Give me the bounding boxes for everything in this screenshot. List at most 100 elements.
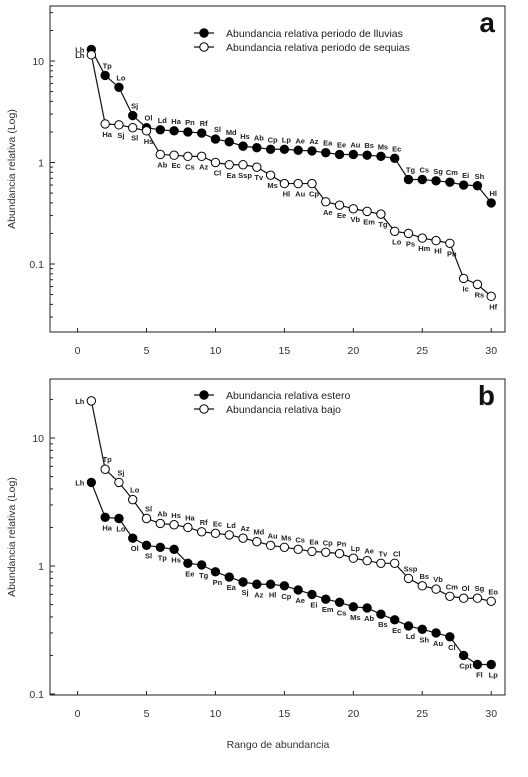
data-point xyxy=(293,585,303,595)
point-label: Hl xyxy=(434,247,442,256)
data-point xyxy=(114,120,124,130)
data-point xyxy=(376,209,386,219)
point-label: Cp xyxy=(281,592,291,601)
data-point xyxy=(100,512,110,523)
point-label: Ec xyxy=(392,144,401,153)
data-point xyxy=(210,134,221,144)
point-label: Ec xyxy=(392,626,401,635)
data-point xyxy=(265,579,276,589)
data-point xyxy=(389,615,400,625)
data-point xyxy=(472,181,483,191)
point-label: Eo xyxy=(488,587,498,596)
legend-marker xyxy=(199,42,209,52)
data-point xyxy=(307,546,317,557)
x-tick-label: 5 xyxy=(144,345,150,357)
point-label: Ae xyxy=(323,208,333,217)
point-label: Ssp xyxy=(238,171,252,180)
data-point xyxy=(321,594,331,604)
x-tick-label: 30 xyxy=(485,708,497,720)
data-point xyxy=(376,558,386,568)
data-point xyxy=(100,119,110,129)
x-tick-label: 15 xyxy=(279,345,291,357)
point-label: Lh xyxy=(75,397,85,406)
data-point xyxy=(417,624,427,635)
point-label: Cm xyxy=(446,582,458,591)
data-point xyxy=(376,151,386,162)
y-axis-title: Abundancia relativa (Log) xyxy=(6,477,18,597)
point-label: Ee xyxy=(185,569,194,578)
point-label: Az xyxy=(240,524,249,533)
data-point xyxy=(348,204,359,214)
data-point xyxy=(100,464,110,474)
data-point xyxy=(403,174,414,185)
data-point xyxy=(196,560,207,570)
point-label: Au xyxy=(295,190,305,199)
point-label: Hm xyxy=(418,244,430,253)
point-label: Lh xyxy=(75,45,85,54)
data-point xyxy=(472,593,483,603)
point-label: Ha xyxy=(102,130,112,139)
panel-b: 0 5 10 15 20 25 30 10 1 0.1 Abundancia relativa (L… xyxy=(6,378,506,720)
data-point xyxy=(238,533,248,543)
point-label: Cl xyxy=(393,549,401,558)
data-point xyxy=(155,125,166,135)
series-line-filled xyxy=(90,49,492,204)
data-point xyxy=(114,513,124,524)
point-label: Ic xyxy=(463,284,469,293)
point-label: Sl xyxy=(131,134,138,143)
data-point xyxy=(362,603,372,613)
data-point xyxy=(279,542,290,552)
point-label: Ab xyxy=(364,614,374,623)
point-label: Rf xyxy=(200,518,208,527)
point-label: Tp xyxy=(103,61,113,70)
data-point xyxy=(265,170,276,180)
data-point xyxy=(183,127,193,137)
data-point xyxy=(86,50,97,60)
point-label: Sg xyxy=(475,584,485,593)
point-label: Hs xyxy=(240,132,250,141)
data-point xyxy=(458,650,469,661)
point-label: Rf xyxy=(200,119,208,128)
point-label: Ol xyxy=(462,584,470,593)
data-point xyxy=(321,547,331,557)
point-label: Tg xyxy=(378,220,388,229)
data-point xyxy=(238,577,248,587)
data-point xyxy=(210,528,221,539)
data-point xyxy=(348,149,359,160)
point-label: Ab xyxy=(254,134,264,143)
data-point xyxy=(252,142,262,153)
point-label: Hf xyxy=(489,302,497,311)
data-point xyxy=(141,126,152,136)
legend-marker xyxy=(199,390,209,400)
data-point xyxy=(183,558,193,568)
data-point xyxy=(348,602,359,612)
legend-entry: Abundancia relativa bajo xyxy=(226,404,341,416)
point-label: Sh xyxy=(475,172,485,181)
point-label: Lp xyxy=(489,671,499,680)
data-point xyxy=(224,137,234,147)
point-label: Rs xyxy=(475,290,485,299)
point-label: Ms xyxy=(267,181,277,190)
data-point xyxy=(403,228,414,239)
point-label: Ae xyxy=(364,547,374,556)
point-label: Tv xyxy=(379,549,389,558)
data-point xyxy=(279,178,290,189)
point-label: Au xyxy=(350,140,360,149)
point-label: Pn xyxy=(447,249,457,258)
data-point xyxy=(389,153,400,163)
data-point xyxy=(252,536,262,547)
point-label: Sg xyxy=(433,167,443,176)
data-point xyxy=(252,162,262,172)
legend-entry: Abundancia relativa estero xyxy=(226,390,350,402)
data-point xyxy=(431,235,441,246)
data-point xyxy=(279,144,290,154)
data-point xyxy=(458,180,469,190)
legend-marker xyxy=(199,28,209,38)
point-label: Vb xyxy=(433,575,443,584)
point-label: Lo xyxy=(130,486,140,495)
point-label: Hl xyxy=(269,590,277,599)
point-label: Az xyxy=(199,162,208,171)
y-axis-title: Abundancia relativa (Log) xyxy=(6,109,18,229)
point-label: Ea xyxy=(227,583,237,592)
point-label: Sl xyxy=(145,505,152,514)
